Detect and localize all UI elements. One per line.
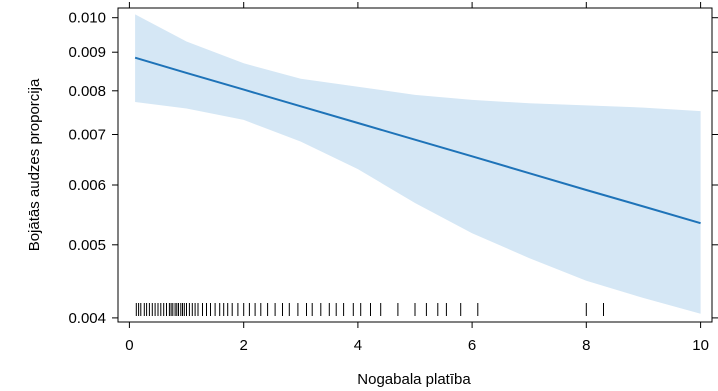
plot-frame — [117, 7, 713, 323]
y-axis: 0.004 0.005 0.006 0.007 0.008 0.009 0.010 — [68, 10, 718, 327]
x-tick-label: 6 — [468, 337, 476, 354]
x-tick-label: 2 — [240, 337, 248, 354]
x-tick-label: 10 — [692, 337, 709, 354]
y-tick-label: 0.007 — [68, 127, 106, 144]
x-axis: 0 2 4 6 8 10 — [125, 2, 709, 354]
y-tick-label: 0.005 — [68, 237, 106, 254]
y-axis-title: Bojātās audzes proporcija — [26, 78, 43, 251]
y-tick-label: 0.006 — [68, 177, 106, 194]
y-tick-label: 0.009 — [68, 44, 106, 61]
y-tick-label: 0.004 — [68, 310, 106, 327]
x-tick-label: 8 — [582, 337, 590, 354]
x-tick-label: 4 — [354, 337, 362, 354]
x-axis-title: Nogabala platība — [357, 371, 471, 388]
confidence-band-layer — [135, 14, 701, 314]
confidence-band — [135, 14, 701, 314]
y-tick-label: 0.008 — [68, 83, 106, 100]
fit-line — [134, 56, 701, 225]
rug-layer — [135, 303, 604, 316]
x-tick-label: 0 — [125, 337, 133, 354]
y-tick-label: 0.010 — [68, 10, 106, 27]
fit-line-layer — [134, 56, 701, 225]
